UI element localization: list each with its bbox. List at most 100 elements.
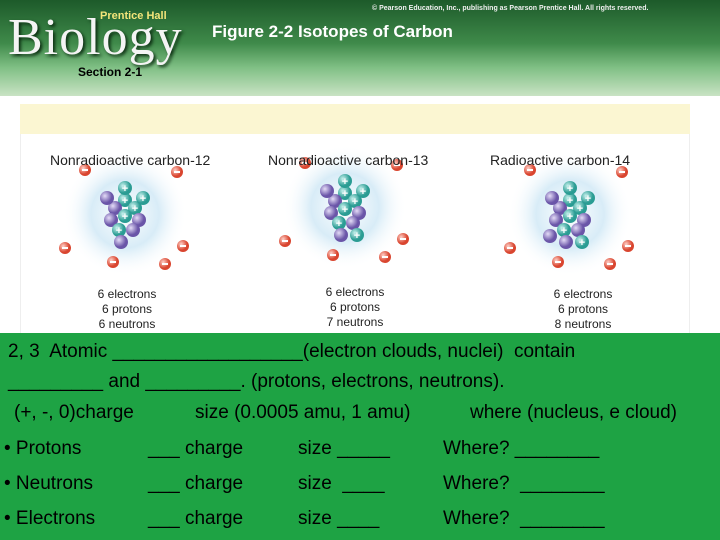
minus-sign: [400, 238, 406, 240]
minus-sign: [82, 169, 88, 171]
note-line: 2, 3 Atomic __________________(electron …: [8, 341, 576, 362]
minus-sign: [162, 263, 168, 265]
composition-line: 6 electrons: [325, 285, 385, 299]
neutron: [543, 229, 557, 243]
neutron: [324, 206, 338, 220]
proton: [338, 174, 352, 188]
minus-sign: [619, 171, 625, 173]
proton: [563, 181, 577, 195]
plus-sign: +: [342, 176, 348, 188]
neutron: [100, 191, 114, 205]
composition-line: 6 neutrons: [98, 317, 156, 331]
minus-sign: [330, 254, 336, 256]
row-cell: Where? ________: [443, 438, 600, 459]
minus-sign: [507, 247, 513, 249]
brand: Biology: [8, 9, 183, 66]
plus-sign: +: [122, 211, 128, 223]
row-cell: • Neutrons: [4, 473, 94, 494]
proton: [118, 209, 132, 223]
row-cell: ___ charge: [148, 473, 244, 494]
proton: [356, 184, 370, 198]
composition-line: 6 electrons: [97, 287, 157, 301]
proton: [348, 194, 362, 208]
proton: [573, 201, 587, 215]
proton: [563, 193, 577, 207]
plus-sign: +: [336, 218, 342, 230]
minus-sign: [394, 164, 400, 166]
composition-line: 6 protons: [557, 302, 609, 316]
legend-text: (+, -, 0)charge: [14, 402, 134, 423]
proton: [575, 235, 589, 249]
plus-sign: +: [132, 203, 138, 215]
plus-sign: +: [567, 211, 573, 223]
copyright: © Pearson Education, Inc., publishing as…: [372, 5, 649, 12]
proton: [581, 191, 595, 205]
minus-sign: [282, 240, 288, 242]
minus-sign: [382, 256, 388, 258]
proton: [128, 201, 142, 215]
minus-sign: [174, 171, 180, 173]
plus-sign: +: [352, 196, 358, 208]
plus-sign: +: [577, 203, 583, 215]
row-cell: size ____: [298, 473, 385, 494]
neutron: [328, 194, 342, 208]
neutron: [108, 201, 122, 215]
row-cell: size ____: [298, 508, 380, 529]
plus-sign: +: [579, 237, 585, 249]
composition-line: 6 protons: [101, 302, 153, 316]
neutron: [320, 184, 334, 198]
plus-sign: +: [342, 204, 348, 216]
row-cell: • Protons: [4, 438, 82, 459]
proton: [338, 202, 352, 216]
minus-sign: [62, 247, 68, 249]
composition-line: 8 neutrons: [554, 317, 612, 331]
minus-sign: [180, 245, 186, 247]
atom-label: Radioactive carbon-14: [490, 152, 631, 168]
composition-line: 6 protons: [329, 300, 381, 314]
minus-sign: [607, 263, 613, 265]
slide-title: Figure 2-2 Isotopes of Carbon: [212, 22, 453, 41]
plus-sign: +: [342, 188, 348, 200]
minus-sign: [555, 261, 561, 263]
neutron: [334, 228, 348, 242]
neutron: [571, 223, 585, 237]
minus-sign: [302, 162, 308, 164]
row-cell: • Electrons: [4, 508, 96, 529]
plus-sign: +: [140, 193, 146, 205]
neutron: [549, 213, 563, 227]
atom-label: Nonradioactive carbon-12: [50, 152, 211, 168]
minus-sign: [527, 169, 533, 171]
plus-sign: +: [567, 195, 573, 207]
row-cell: ___ charge: [148, 438, 244, 459]
neutron: [545, 191, 559, 205]
row-cell: Where? ________: [443, 473, 605, 494]
legend-text: where (nucleus, e cloud): [470, 402, 677, 423]
proton: [332, 216, 346, 230]
proton: [563, 209, 577, 223]
plus-sign: +: [116, 225, 122, 237]
plus-sign: +: [122, 183, 128, 195]
row-cell: size _____: [298, 438, 390, 459]
figure-band: [20, 104, 690, 134]
figure: ++++++ ++++++++++++++: [20, 104, 690, 336]
plus-sign: +: [354, 230, 360, 242]
note-line: _________ and _________. (protons, elect…: [8, 371, 505, 392]
plus-sign: +: [122, 195, 128, 207]
proton: [118, 193, 132, 207]
proton: [118, 181, 132, 195]
proton: [557, 223, 571, 237]
minus-sign: [625, 245, 631, 247]
row-cell: Where? ________: [443, 508, 605, 529]
proton: [112, 223, 126, 237]
section-label: Section 2-1: [78, 65, 143, 79]
proton: [350, 228, 364, 242]
plus-sign: +: [360, 186, 366, 198]
legend-text: size (0.0005 amu, 1 amu): [195, 402, 411, 423]
neutron: [114, 235, 128, 249]
plus-sign: +: [585, 193, 591, 205]
atom-label: Nonradioactive carbon-13: [268, 152, 429, 168]
composition-line: 7 neutrons: [326, 315, 384, 329]
proton: [338, 186, 352, 200]
publisher: Prentice Hall: [100, 10, 167, 22]
